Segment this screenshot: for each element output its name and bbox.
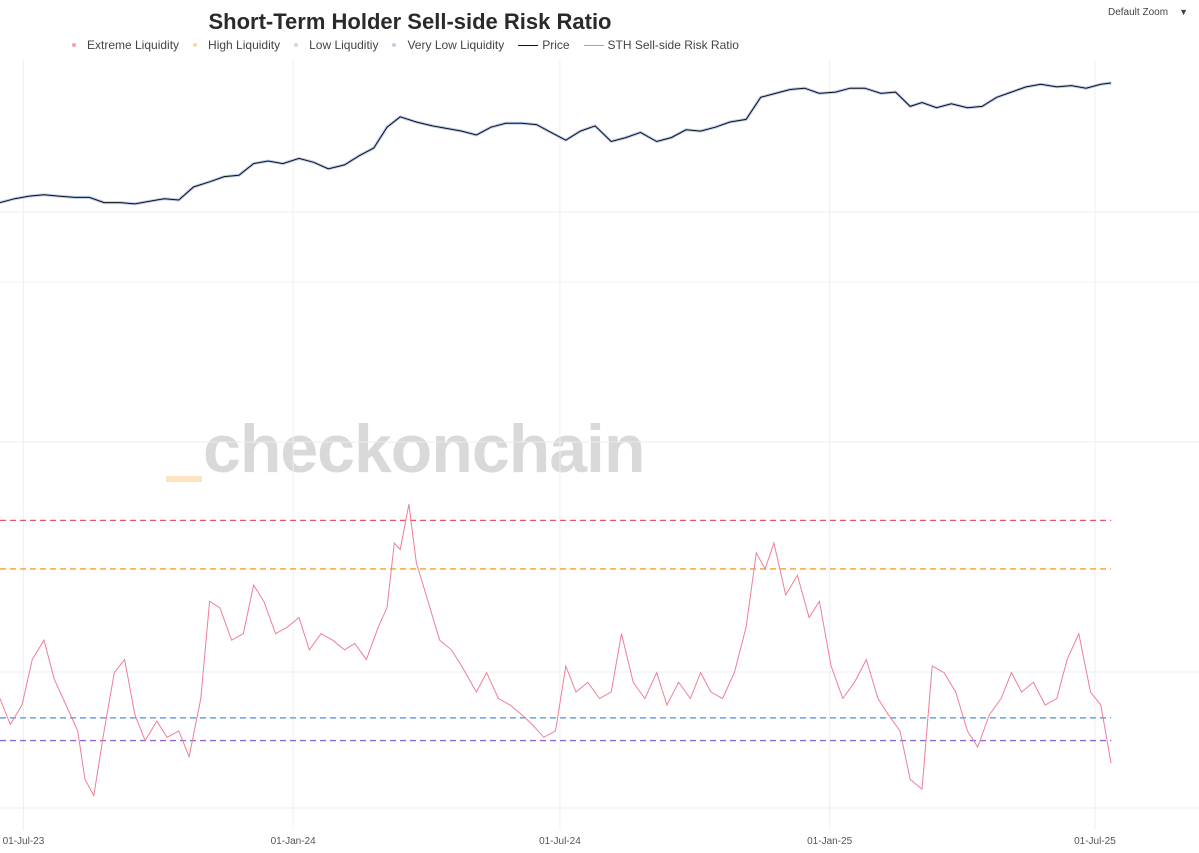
risk-ratio-line [0,504,1112,798]
legend-label: Low Liquditiy [309,38,379,52]
x-tick-label: 01-Jul-23 [3,836,45,847]
legend-swatch [72,43,76,47]
legend-swatch [294,43,299,47]
legend-label: Very Low Liquidity [407,38,505,52]
legend-label: Price [542,38,570,52]
chart-title: Short-Term Holder Sell-side Risk Ratio [208,9,612,34]
watermark: checkonchain [203,411,645,487]
legend-swatch [392,43,397,47]
legend-swatch [518,44,539,46]
legend-label: High Liquidity [208,38,281,52]
chevron-down-icon: ▼ [1179,7,1188,17]
x-tick-label: 01-Jan-25 [807,836,852,847]
legend-item-1[interactable]: High Liquidity [193,38,280,52]
legend-item-2[interactable]: Low Liquditiy [294,38,378,52]
legend-item-4[interactable]: Price [518,38,570,52]
zoom-dropdown[interactable]: Default Zoom ▼ [1108,7,1188,18]
legend-item-5[interactable]: STH Sell-side Risk Ratio [583,38,739,52]
zoom-label: Default Zoom [1108,7,1169,18]
chart-legend: Extreme Liquidity High Liquidity Low Liqud… [72,38,753,52]
legend-item-3[interactable]: Very Low Liquidity [392,38,504,52]
legend-label: STH Sell-side Risk Ratio [607,38,739,52]
price-highlight [0,81,1112,206]
x-tick-label: 01-Jul-24 [539,836,581,847]
legend-label: Extreme Liquidity [87,38,180,52]
x-tick-label: 01-Jan-24 [271,836,316,847]
x-tick-label: 01-Jul-25 [1074,836,1116,847]
legend-item-0[interactable]: Extreme Liquidity [72,38,179,52]
watermark-bar [166,476,202,482]
price-line [0,82,1112,205]
legend-swatch [193,43,198,47]
legend-swatch [583,44,604,46]
